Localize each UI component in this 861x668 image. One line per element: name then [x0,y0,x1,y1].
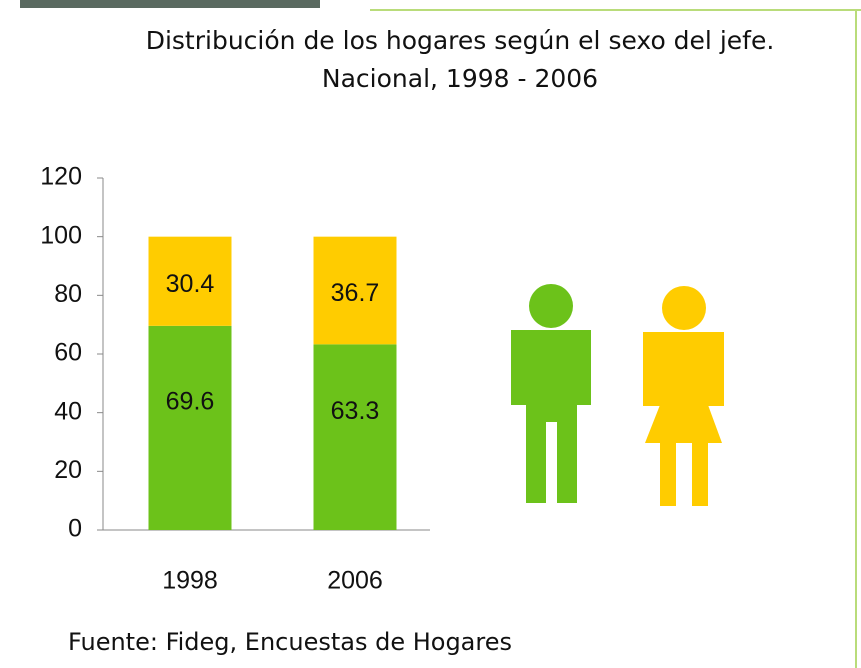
y-tick-label: 0 [68,515,82,543]
y-tick-label: 80 [54,280,82,308]
chart-subtitle: Nacional, 1998 - 2006 [322,64,598,93]
y-tick-label: 40 [54,397,82,425]
data-label: 36.7 [331,279,380,307]
y-tick-label: 100 [40,221,82,249]
woman-icon [643,286,724,506]
bar-segment [313,236,397,345]
y-tick-label: 60 [54,339,82,367]
bar-segment [313,344,397,530]
x-tick-label: 2006 [327,567,383,595]
data-label: 69.6 [166,388,215,416]
man-icon [511,284,591,503]
y-tick-label: 20 [54,456,82,484]
source: Fuente: Fideg, Encuestas de Hogares [68,628,512,656]
chart-title: Distribución de los hogares según el sex… [146,26,775,55]
data-label: 63.3 [331,397,380,425]
y-tick-label: 120 [40,163,82,191]
data-label: 30.4 [166,270,215,298]
decor-strip [20,0,320,8]
x-tick-label: 1998 [162,567,218,595]
bar-segment [148,236,232,326]
bar-segment [148,325,232,530]
